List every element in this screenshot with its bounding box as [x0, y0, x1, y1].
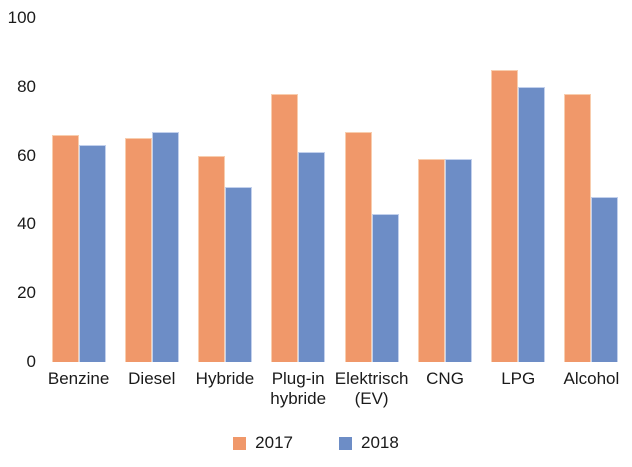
x-category-label: Plug-in hybride	[270, 369, 327, 408]
x-category-label: Hybride	[195, 369, 255, 388]
bar-group-plug-in	[262, 18, 335, 362]
bar-2018-plug-in	[298, 152, 326, 362]
bar-group-lpg	[482, 18, 555, 362]
bar-2018-diesel	[151, 132, 179, 362]
y-tick-label: 60	[17, 145, 36, 165]
bar-group-benzine	[42, 18, 115, 362]
bar-2018-elektrisch	[371, 214, 399, 362]
x-category-label: Elektrisch (EV)	[334, 369, 409, 408]
y-axis: 0 20 40 60 80 100	[0, 0, 36, 380]
bar-2018-lpg	[518, 87, 546, 362]
x-category-label: CNG	[426, 369, 464, 388]
y-tick-label: 0	[26, 352, 36, 371]
bar-2018-cng	[444, 159, 472, 362]
x-category-label: Alcohol	[563, 369, 620, 388]
legend-swatch-icon	[233, 436, 247, 450]
bar-2017-diesel	[124, 138, 152, 362]
bar-2017-hybride	[198, 156, 226, 362]
legend-swatch-icon	[339, 436, 352, 450]
legend: 2017 2018	[0, 433, 632, 453]
y-tick-label: 100	[7, 8, 36, 27]
y-tick-label: 40	[17, 214, 36, 234]
bar-group-cng	[408, 18, 481, 362]
x-category-label: LPG	[501, 369, 536, 388]
bar-2017-alcohol	[564, 94, 592, 362]
y-tick-label: 80	[17, 76, 36, 96]
legend-label: 2017	[255, 433, 293, 452]
bar-group-hybride	[189, 18, 262, 362]
x-axis: Benzine Diesel Hybride Plug-in hybride Elekt…	[42, 369, 628, 409]
bar-2017-elektrisch	[344, 132, 372, 362]
bar-2017-lpg	[491, 70, 519, 362]
legend-item-2018: 2018	[339, 433, 399, 453]
bar-2018-hybride	[225, 187, 253, 362]
legend-label: 2018	[361, 433, 399, 452]
y-tick-label: 20	[17, 283, 36, 303]
bar-2017-cng	[417, 159, 445, 362]
bar-2017-plug-in	[271, 94, 299, 362]
bar-2017-benzine	[51, 135, 79, 362]
legend-item-2017: 2017	[233, 433, 293, 453]
bar-group-diesel	[115, 18, 188, 362]
bar-group-alcohol	[555, 18, 628, 362]
bar-group-elektrisch	[335, 18, 408, 362]
plot-area	[42, 18, 628, 362]
bar-2018-benzine	[78, 145, 106, 362]
x-category-label: Benzine	[47, 369, 110, 388]
x-category-label: Diesel	[128, 369, 176, 388]
bar-2018-alcohol	[591, 197, 619, 362]
